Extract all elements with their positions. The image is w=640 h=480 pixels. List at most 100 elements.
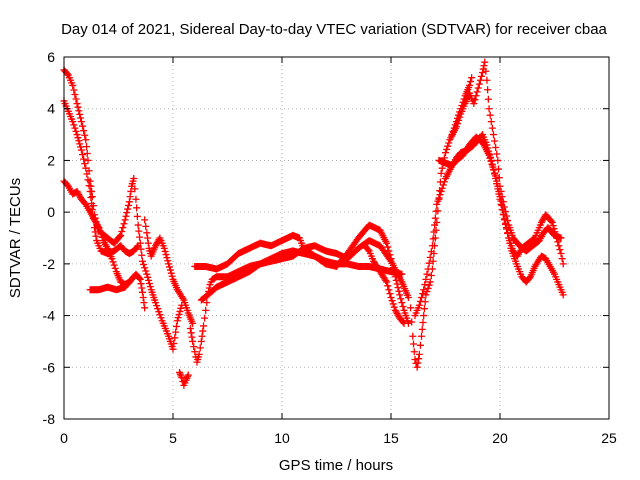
data-point — [386, 290, 394, 298]
data-point — [80, 155, 88, 163]
data-point — [460, 95, 468, 103]
data-point — [155, 308, 163, 316]
data-point — [197, 337, 205, 345]
series-track-l — [411, 131, 567, 320]
y-tick-label: -6 — [43, 359, 56, 375]
data-point — [137, 280, 145, 288]
data-point — [76, 140, 84, 148]
data-point — [121, 216, 129, 224]
y-tick-label: -8 — [43, 411, 56, 427]
y-tick-labels: -8 -6 -4 -2 0 2 4 6 — [43, 49, 56, 427]
data-point — [482, 67, 490, 75]
data-point — [432, 207, 440, 215]
data-point — [465, 81, 473, 89]
y-tick-label: 0 — [47, 204, 55, 220]
data-point — [143, 270, 151, 278]
data-point — [415, 355, 423, 363]
data-point — [125, 198, 133, 206]
data-point — [456, 108, 464, 116]
series-track-d — [86, 270, 149, 312]
data-point — [76, 110, 84, 118]
data-point — [144, 273, 152, 281]
data-point — [92, 232, 100, 240]
data-point — [95, 224, 103, 232]
data-point — [141, 264, 149, 272]
data-point — [196, 344, 204, 352]
data-point — [429, 235, 437, 243]
data-point — [77, 143, 85, 151]
data-point — [392, 276, 400, 284]
data-point — [88, 200, 96, 208]
data-point — [385, 247, 393, 255]
data-point — [424, 284, 432, 292]
data-point — [141, 216, 149, 224]
data-point — [391, 273, 399, 281]
data-point — [467, 78, 475, 86]
data-point — [484, 86, 492, 94]
data-point — [553, 234, 561, 242]
data-point — [157, 314, 165, 322]
data-point — [499, 206, 507, 214]
data-point — [551, 228, 559, 236]
data-point — [187, 329, 195, 337]
series-track-j — [361, 242, 408, 327]
data-point — [419, 318, 427, 326]
data-point — [549, 222, 557, 230]
data-point — [71, 124, 79, 132]
data-point — [172, 328, 180, 336]
data-point — [437, 187, 445, 195]
data-point — [84, 156, 92, 164]
data-point — [500, 210, 508, 218]
data-point — [470, 100, 478, 108]
series-track-b — [60, 97, 142, 258]
data-point — [496, 193, 504, 201]
data-point — [138, 251, 146, 259]
data-point — [80, 127, 88, 135]
data-point — [550, 225, 558, 233]
data-point — [132, 195, 140, 203]
data-point — [71, 90, 79, 98]
data-point — [163, 254, 171, 262]
data-point — [410, 348, 418, 356]
data-point — [188, 333, 196, 341]
data-point — [399, 303, 407, 311]
data-point — [130, 175, 138, 183]
data-point — [434, 197, 442, 205]
data-point — [390, 268, 398, 276]
data-point — [444, 142, 452, 150]
data-point — [142, 267, 150, 275]
data-point — [144, 239, 152, 247]
series-track-k — [407, 58, 565, 371]
data-point — [501, 215, 509, 223]
data-point — [63, 70, 71, 78]
data-point — [437, 169, 445, 177]
data-point — [555, 242, 563, 250]
data-point — [475, 80, 483, 88]
data-point — [162, 251, 170, 259]
data-point — [184, 373, 192, 381]
x-tick-labels: 0 5 10 15 20 25 — [60, 430, 617, 446]
data-point — [195, 350, 203, 358]
data-point — [166, 266, 174, 274]
data-point — [131, 185, 139, 193]
data-point — [190, 343, 198, 351]
data-point — [145, 276, 153, 284]
data-point — [485, 105, 493, 113]
data-point — [110, 261, 118, 269]
data-point — [122, 212, 130, 220]
data-point — [425, 259, 433, 267]
data-point — [389, 264, 397, 272]
data-point — [506, 239, 514, 247]
data-point — [422, 275, 430, 283]
data-point — [75, 137, 83, 145]
data-point — [123, 209, 131, 217]
data-point — [408, 318, 416, 326]
data-point — [364, 246, 372, 254]
data-point — [172, 322, 180, 330]
data-point — [118, 228, 126, 236]
data-point — [476, 76, 484, 84]
data-point — [494, 182, 502, 190]
data-point — [170, 339, 178, 347]
data-point — [548, 218, 556, 226]
